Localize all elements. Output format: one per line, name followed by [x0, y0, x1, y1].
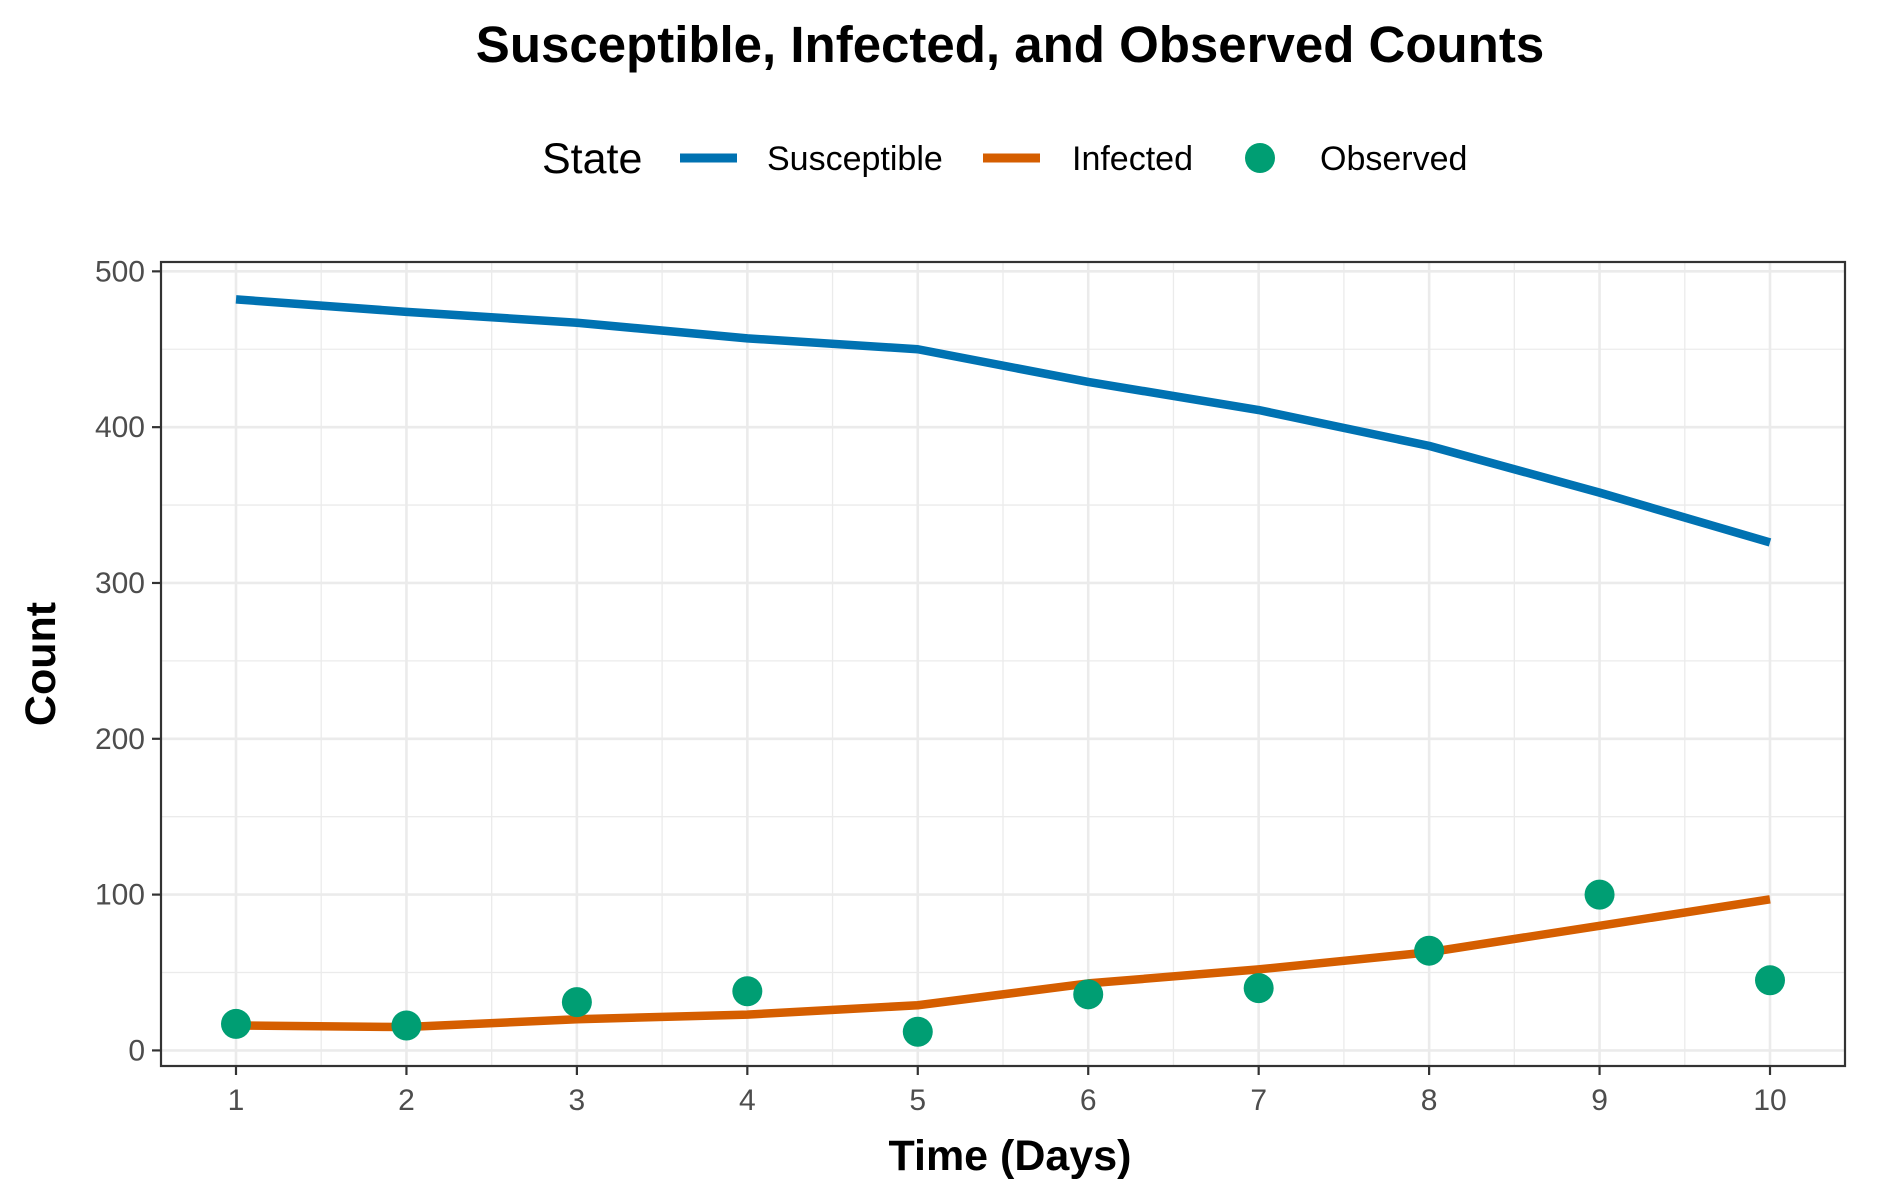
grid-minor: [161, 262, 1845, 1066]
x-axis: 1 2 3 4 5 6 7 8 9 10: [228, 1066, 1787, 1117]
y-tick-label: 200: [95, 723, 145, 756]
x-tick-label: 7: [1250, 1084, 1267, 1117]
series-line-infected: [235, 895, 1771, 1032]
observed-point: [220, 1008, 251, 1039]
y-tick-label: 400: [95, 411, 145, 444]
panel-border: [159, 260, 1847, 1068]
observed-point: [391, 1010, 422, 1041]
observed-point: [1243, 973, 1274, 1004]
x-tick-label: 2: [398, 1084, 415, 1117]
legend-label-susceptible: Susceptible: [767, 140, 943, 178]
x-tick-label: 3: [569, 1084, 586, 1117]
legend-label-observed: Observed: [1320, 140, 1467, 178]
legend-label-infected: Infected: [1072, 140, 1193, 178]
observed-point: [732, 976, 763, 1007]
y-tick-label: 100: [95, 879, 145, 912]
x-axis-title: Time (Days): [889, 1132, 1132, 1180]
y-tick-label: 300: [95, 567, 145, 600]
chart-title: Susceptible, Infected, and Observed Coun…: [476, 16, 1544, 73]
x-tick-label: 9: [1591, 1084, 1608, 1117]
x-tick-label: 10: [1753, 1084, 1786, 1117]
grid-major: [161, 262, 1845, 1066]
observed-point: [1414, 935, 1445, 966]
y-tick-label: 0: [128, 1034, 145, 1067]
observed-point: [1073, 979, 1104, 1010]
series-lines: [235, 295, 1772, 1032]
x-tick-label: 4: [739, 1084, 756, 1117]
x-tick-label: 5: [909, 1084, 926, 1117]
series-points: [220, 879, 1786, 1047]
y-axis: 0 100 200 300 400 500: [95, 255, 161, 1067]
legend-title: State: [542, 135, 642, 183]
observed-point: [1755, 965, 1786, 996]
x-tick-label: 8: [1421, 1084, 1438, 1117]
y-axis-title: Count: [17, 602, 65, 726]
legend-key-observed: [1245, 143, 1275, 173]
series-line-susceptible: [235, 295, 1772, 547]
observed-point: [902, 1016, 933, 1047]
y-tick-label: 500: [95, 255, 145, 288]
observed-point: [1584, 879, 1615, 910]
legend: State Susceptible Infected Observed: [542, 135, 1467, 183]
x-tick-label: 6: [1080, 1084, 1097, 1117]
x-tick-label: 1: [228, 1084, 245, 1117]
observed-point: [561, 987, 592, 1018]
